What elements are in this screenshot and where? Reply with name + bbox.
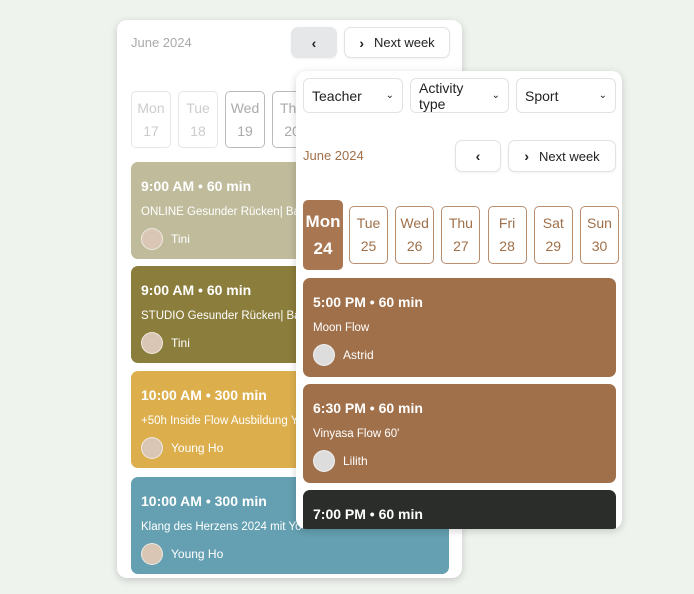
day-date: 29 <box>545 238 562 254</box>
chevron-down-icon: ⌄ <box>385 90 394 101</box>
day-button-sat[interactable]: Sat 29 <box>533 206 573 264</box>
event-name: Vinyasa Flow 60' <box>313 428 400 440</box>
day-name: Wed <box>400 215 429 231</box>
day-button-thu[interactable]: Thu 27 <box>441 206 481 264</box>
event-teacher: Tini <box>141 332 190 354</box>
day-date: 25 <box>360 238 377 254</box>
sport-filter[interactable]: Sport ⌄ <box>516 78 616 113</box>
day-name: Mon <box>305 212 341 231</box>
teacher-name: Tini <box>171 336 190 350</box>
chevron-down-icon: ⌄ <box>598 90 607 101</box>
event-name: Moon Flow <box>313 322 370 334</box>
event-teacher: Lilith <box>313 450 368 472</box>
teacher-name: Lilith <box>343 454 368 468</box>
event-name: Klang des Herzens 2024 mit Yo <box>141 521 302 533</box>
event-card[interactable]: 7:00 PM • 60 min <box>303 490 616 529</box>
avatar <box>141 228 163 250</box>
event-time: 10:00 AM • 300 min <box>141 387 267 403</box>
event-name: STUDIO Gesunder Rücken| Ba <box>141 310 301 322</box>
day-button-mon[interactable]: Mon 17 <box>131 91 171 148</box>
day-button-fri[interactable]: Fri 28 <box>487 206 527 264</box>
event-teacher: Astrid <box>313 344 374 366</box>
day-button-wed[interactable]: Wed 19 <box>225 91 265 148</box>
front-schedule-card: Teacher ⌄ Activity type ⌄ Sport ⌄ June 2024… <box>296 71 622 529</box>
event-card[interactable]: 6:30 PM • 60 min Vinyasa Flow 60' Lilith <box>303 384 616 483</box>
chevron-down-icon: ⌄ <box>491 90 500 101</box>
day-date: 30 <box>591 238 608 254</box>
day-name: Tue <box>356 215 381 231</box>
prev-week-button[interactable]: ‹ <box>291 27 337 58</box>
day-button-tue[interactable]: Tue 25 <box>349 206 388 264</box>
chevron-right-icon: › <box>524 148 529 164</box>
day-date: 17 <box>143 122 159 139</box>
day-name: Mon <box>137 99 165 116</box>
day-button-tue[interactable]: Tue 18 <box>178 91 218 148</box>
next-week-label: Next week <box>373 35 435 50</box>
event-card[interactable]: 5:00 PM • 60 min Moon Flow Astrid <box>303 278 616 377</box>
day-button-wed[interactable]: Wed 26 <box>395 206 435 264</box>
activity-type-filter[interactable]: Activity type ⌄ <box>410 78 509 113</box>
day-button-mon[interactable]: Mon 24 <box>303 200 343 270</box>
prev-week-button[interactable]: ‹ <box>455 140 501 172</box>
teacher-name: Young Ho <box>171 547 224 561</box>
chevron-left-icon: ‹ <box>475 148 481 164</box>
avatar <box>141 332 163 354</box>
event-time: 7:00 PM • 60 min <box>313 506 423 522</box>
month-label: June 2024 <box>131 35 192 50</box>
day-date: 20 <box>284 122 300 139</box>
event-time: 9:00 AM • 60 min <box>141 282 252 298</box>
activity-type-filter-label: Activity type <box>419 79 464 112</box>
day-date: 24 <box>313 239 333 258</box>
day-date: 19 <box>237 122 253 139</box>
avatar <box>141 543 163 565</box>
day-name: Wed <box>230 99 260 116</box>
day-name: Fri <box>498 215 516 231</box>
avatar <box>141 437 163 459</box>
month-label: June 2024 <box>303 148 364 163</box>
chevron-right-icon: › <box>359 34 364 51</box>
event-time: 9:00 AM • 60 min <box>141 178 252 194</box>
teacher-name: Astrid <box>343 348 374 362</box>
sport-filter-label: Sport <box>525 87 559 104</box>
day-date: 27 <box>453 238 469 254</box>
event-name: +50h Inside Flow Ausbildung Y <box>141 415 299 427</box>
chevron-left-icon: ‹ <box>311 34 317 51</box>
day-name: Sat <box>542 215 564 231</box>
avatar <box>313 450 335 472</box>
day-date: 28 <box>499 238 515 254</box>
event-teacher: Tini <box>141 228 190 250</box>
day-button-sun[interactable]: Sun 30 <box>580 206 619 264</box>
day-date: 26 <box>406 238 423 254</box>
day-date: 18 <box>190 122 206 139</box>
day-name: Thu <box>448 215 473 231</box>
event-teacher: Young Ho <box>141 543 223 565</box>
event-teacher: Young Ho <box>141 437 223 459</box>
next-week-button[interactable]: › Next week <box>344 27 450 58</box>
event-name: ONLINE Gesunder Rücken| Ba <box>141 206 300 218</box>
teacher-name: Tini <box>171 232 190 246</box>
event-time: 5:00 PM • 60 min <box>313 294 423 310</box>
day-name: Sun <box>587 215 612 231</box>
event-time: 10:00 AM • 300 min <box>141 493 267 509</box>
day-name: Tue <box>186 99 210 116</box>
next-week-label: Next week <box>538 148 600 164</box>
avatar <box>313 344 335 366</box>
teacher-filter[interactable]: Teacher ⌄ <box>303 78 403 113</box>
event-time: 6:30 PM • 60 min <box>313 400 423 416</box>
teacher-filter-label: Teacher <box>312 87 362 104</box>
teacher-name: Young Ho <box>171 441 224 455</box>
next-week-button[interactable]: › Next week <box>508 140 616 172</box>
